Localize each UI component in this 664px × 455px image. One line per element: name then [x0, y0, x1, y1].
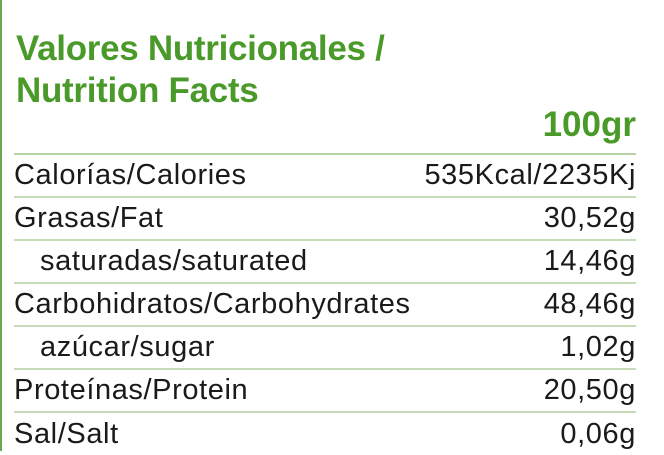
- row-protein: Proteínas/Protein 20,50g: [14, 370, 636, 413]
- row-label: azúcar/sugar: [40, 331, 215, 363]
- row-label: Carbohidratos/Carbohydrates: [14, 288, 411, 320]
- row-calories: Calorías/Calories 535Kcal/2235Kj: [14, 155, 636, 198]
- title-line-english: Nutrition Facts: [16, 71, 259, 110]
- panel-title: Valores Nutricionales / Nutrition Facts: [16, 28, 385, 112]
- row-label: Grasas/Fat: [14, 202, 164, 234]
- row-saturated: saturadas/saturated 14,46g: [14, 241, 636, 284]
- row-fat: Grasas/Fat 30,52g: [14, 198, 636, 241]
- row-value: 20,50g: [543, 374, 636, 406]
- row-salt: Sal/Salt 0,06g: [14, 413, 636, 455]
- row-value: 0,06g: [560, 417, 636, 450]
- row-carbohydrates: Carbohidratos/Carbohydrates 48,46g: [14, 284, 636, 327]
- row-label: Sal/Salt: [14, 417, 119, 450]
- row-label: Proteínas/Protein: [14, 374, 249, 406]
- row-value: 1,02g: [560, 331, 636, 363]
- row-value: 535Kcal/2235Kj: [424, 159, 636, 191]
- row-sugar: azúcar/sugar 1,02g: [14, 327, 636, 370]
- row-label: saturadas/saturated: [40, 245, 308, 277]
- row-value: 30,52g: [543, 202, 636, 234]
- per-amount: 100gr: [542, 105, 636, 144]
- row-value: 48,46g: [543, 288, 636, 320]
- row-value: 14,46g: [543, 245, 636, 277]
- title-line-spanish: Valores Nutricionales /: [16, 29, 385, 68]
- nutrition-table: Calorías/Calories 535Kcal/2235Kj Grasas/F…: [14, 153, 636, 455]
- row-label: Calorías/Calories: [14, 159, 247, 191]
